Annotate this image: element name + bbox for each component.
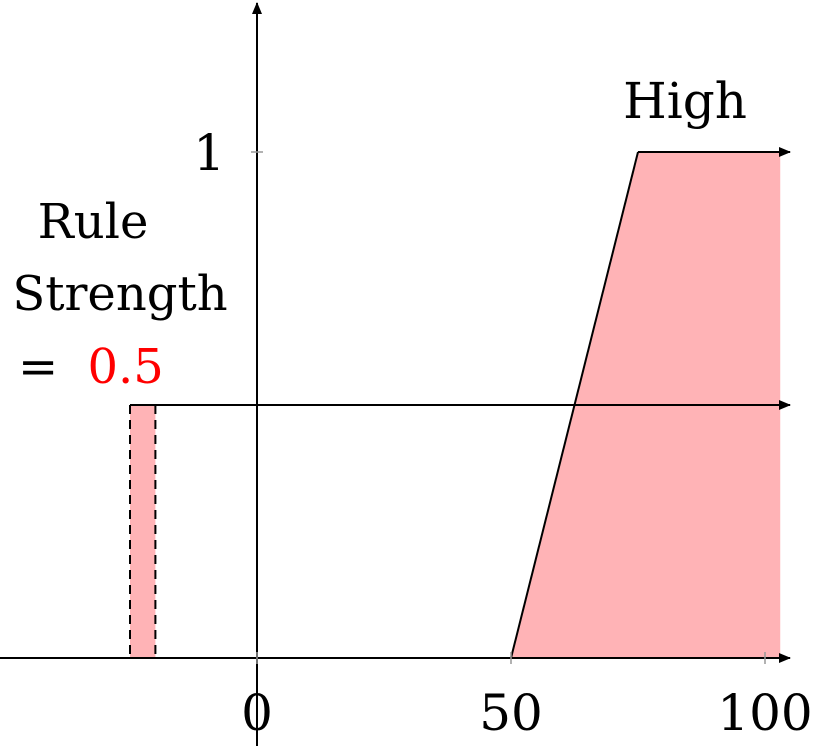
x-tick-label: 0	[241, 684, 273, 742]
x-tick-label: 50	[479, 684, 543, 742]
rule-strength-equals: =	[18, 339, 58, 395]
y-tick-group: 1	[193, 124, 263, 182]
y-tick-label: 1	[193, 124, 225, 182]
x-tick-group: 0 50 100	[241, 652, 813, 742]
rule-strength-label-line2: Strength	[12, 266, 227, 322]
rule-strength-label-line1: Rule	[38, 194, 149, 250]
rule-strength-value-line: = 0.5	[18, 339, 164, 395]
x-tick-label: 100	[717, 684, 812, 742]
rule-strength-input-bar	[130, 405, 156, 658]
rule-strength-value: 0.5	[87, 339, 163, 395]
high-series-label: High	[623, 72, 747, 130]
